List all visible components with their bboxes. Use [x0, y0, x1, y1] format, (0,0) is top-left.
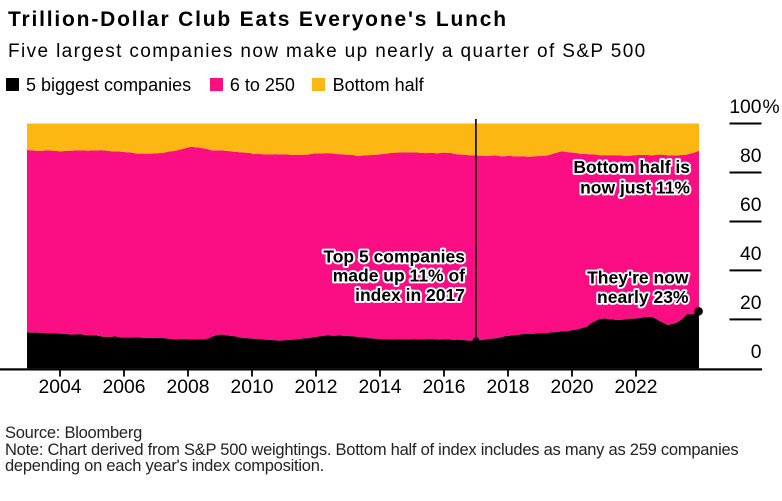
svg-text:2012: 2012: [295, 377, 338, 398]
svg-text:Bottom half is: Bottom half is: [573, 157, 690, 177]
svg-text:60: 60: [740, 195, 761, 216]
svg-text:Top 5 companies: Top 5 companies: [323, 247, 465, 267]
svg-text:They're now: They're now: [587, 267, 689, 287]
svg-text:made up 11% of: made up 11% of: [333, 266, 465, 286]
svg-text:2014: 2014: [359, 377, 402, 398]
svg-text:2018: 2018: [487, 377, 530, 398]
svg-text:0: 0: [751, 342, 762, 363]
svg-text:2022: 2022: [615, 377, 658, 398]
svg-text:%: %: [763, 97, 780, 118]
svg-text:40: 40: [740, 244, 761, 265]
svg-text:80: 80: [740, 146, 761, 167]
svg-text:2006: 2006: [103, 377, 146, 398]
svg-text:index in 2017: index in 2017: [355, 285, 465, 305]
svg-text:now just 11%: now just 11%: [580, 178, 690, 198]
svg-text:2020: 2020: [551, 377, 594, 398]
svg-text:2004: 2004: [39, 377, 82, 398]
svg-text:2016: 2016: [423, 377, 466, 398]
svg-text:100: 100: [729, 97, 761, 118]
svg-text:nearly 23%: nearly 23%: [597, 287, 689, 307]
svg-text:20: 20: [740, 293, 761, 314]
svg-text:2008: 2008: [167, 377, 210, 398]
svg-text:2010: 2010: [231, 377, 274, 398]
